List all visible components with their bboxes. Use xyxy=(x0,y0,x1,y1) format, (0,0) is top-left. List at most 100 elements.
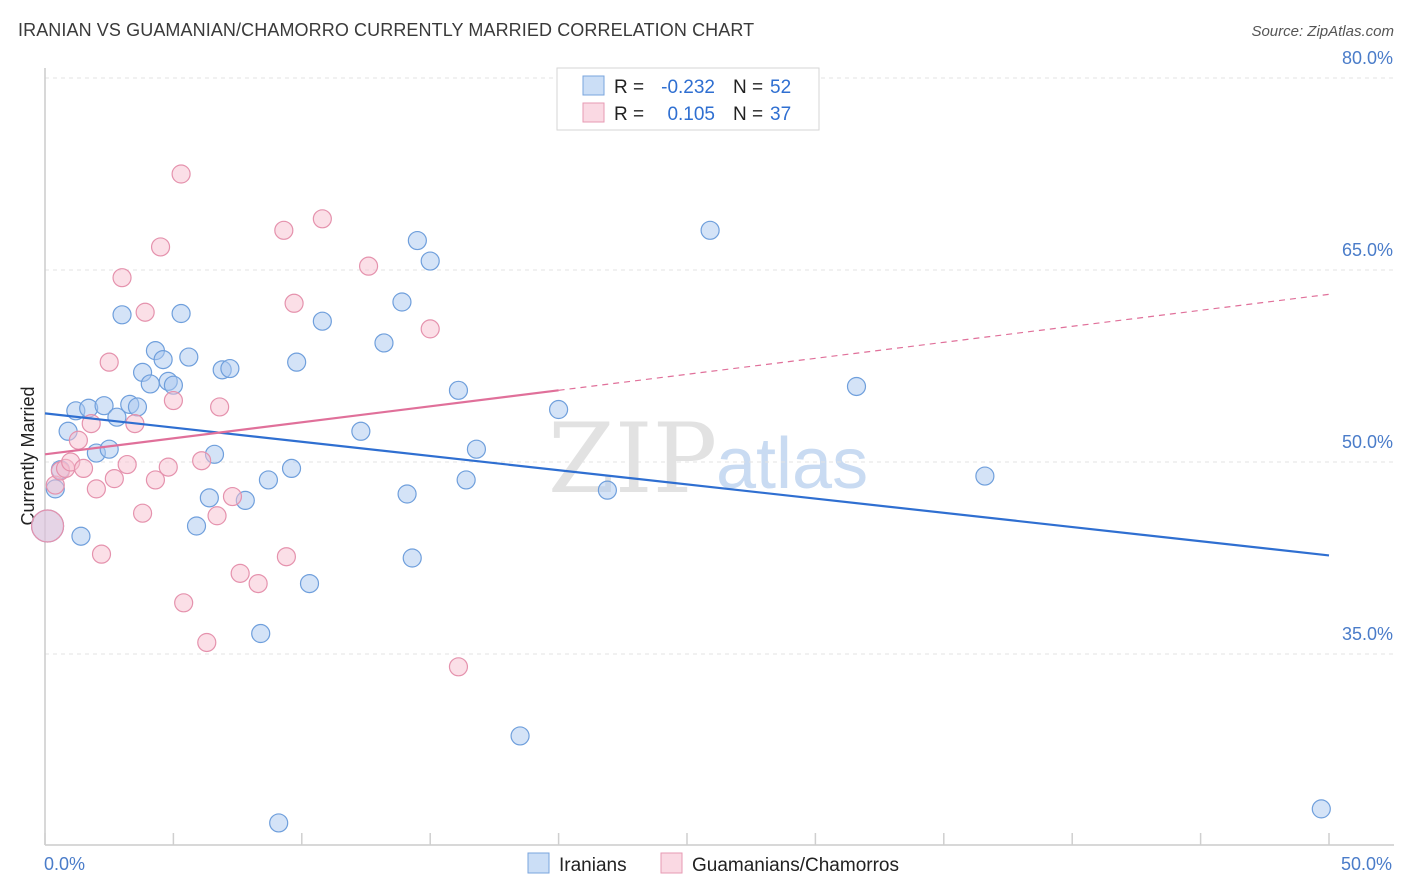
trend-line-guamanians xyxy=(44,389,559,456)
data-point xyxy=(975,466,995,486)
data-point xyxy=(186,516,207,536)
watermark-zip: ZIP xyxy=(548,403,717,515)
legend-n-label-2: N = xyxy=(733,104,763,125)
legend-bottom-label-iranians: Iranians xyxy=(559,855,627,876)
data-point xyxy=(248,573,268,594)
data-point xyxy=(846,376,867,397)
data-point xyxy=(597,480,617,500)
legend-bottom-swatch-pink xyxy=(660,852,683,874)
data-point xyxy=(99,352,119,372)
data-point xyxy=(112,305,132,325)
data-point xyxy=(158,457,178,477)
y-tick-label: 80.0% xyxy=(1342,48,1393,68)
x-tick-label-max: 50.0% xyxy=(1341,854,1392,874)
legend-n-value-2: 37 xyxy=(770,104,791,125)
data-point xyxy=(448,657,469,677)
data-point xyxy=(251,623,271,644)
data-point xyxy=(548,399,569,420)
legend-r-label-1: R = xyxy=(614,77,644,98)
trend-line-iranians xyxy=(44,412,1330,557)
data-point xyxy=(358,256,379,276)
data-point xyxy=(448,380,469,400)
data-point xyxy=(163,390,183,411)
series-guamanians xyxy=(30,164,469,677)
data-point xyxy=(210,397,230,417)
y-tick-labels: 35.0% 50.0% 65.0% 80.0% xyxy=(1342,48,1393,644)
legend-swatch-blue xyxy=(582,75,605,96)
data-point xyxy=(145,470,166,490)
data-point xyxy=(312,311,332,331)
data-point xyxy=(420,319,440,339)
data-point xyxy=(510,726,530,746)
data-point xyxy=(199,488,219,508)
data-point xyxy=(466,439,487,459)
data-point xyxy=(135,302,155,322)
data-point xyxy=(397,484,417,504)
watermark-atlas: atlas xyxy=(716,424,868,504)
data-point xyxy=(140,374,160,394)
data-point xyxy=(284,293,304,313)
legend-bottom: Iranians Guamanians/Chamorros xyxy=(527,852,899,876)
data-point xyxy=(276,547,296,567)
data-point xyxy=(222,486,243,507)
legend-bottom-swatch-blue xyxy=(527,852,550,874)
data-point xyxy=(312,209,332,229)
data-point xyxy=(351,421,371,441)
y-axis-label: Currently Married xyxy=(18,386,38,525)
data-point xyxy=(407,230,427,251)
data-point xyxy=(91,544,112,564)
legend-r-value-1: -0.232 xyxy=(661,77,715,98)
data-point xyxy=(374,333,394,353)
data-point xyxy=(220,358,240,379)
data-point xyxy=(207,506,227,526)
data-point xyxy=(30,509,65,543)
legend-bottom-label-guamanians: Guamanians/Chamorros xyxy=(692,855,899,876)
y-tick-label: 65.0% xyxy=(1342,240,1393,260)
legend-r-value-2: 0.105 xyxy=(667,104,715,125)
data-point xyxy=(230,563,250,583)
data-point xyxy=(179,347,199,367)
legend-n-value-1: 52 xyxy=(770,77,791,98)
chart-source: Source: ZipAtlas.com xyxy=(1251,23,1394,40)
axes xyxy=(44,68,1394,846)
data-point xyxy=(104,469,124,489)
data-point xyxy=(132,503,153,523)
data-point xyxy=(112,268,132,288)
data-point xyxy=(153,350,173,370)
trend-lines xyxy=(44,293,1330,557)
data-point xyxy=(71,526,91,546)
data-point xyxy=(171,164,191,184)
legend-n-label-1: N = xyxy=(733,77,763,98)
y-tick-label: 50.0% xyxy=(1342,432,1393,452)
data-point xyxy=(258,470,279,490)
data-point xyxy=(700,220,720,240)
data-point xyxy=(197,632,217,653)
data-point xyxy=(174,593,194,613)
legend-swatch-pink xyxy=(582,102,605,123)
data-point xyxy=(299,573,320,594)
data-point xyxy=(117,454,137,475)
data-point xyxy=(68,430,88,450)
data-point xyxy=(94,396,114,416)
data-point xyxy=(192,451,212,471)
data-point xyxy=(86,479,106,499)
data-point xyxy=(1311,799,1331,819)
data-point xyxy=(456,470,476,490)
legend-r-label-2: R = xyxy=(614,104,644,125)
data-point xyxy=(73,458,94,478)
legend-top: R = -0.232 N = 52 R = 0.105 N = 37 xyxy=(556,67,820,131)
x-tick-label-min: 0.0% xyxy=(44,854,85,874)
data-point xyxy=(281,458,302,478)
y-tick-label: 35.0% xyxy=(1342,624,1393,644)
data-point xyxy=(402,548,422,568)
data-point xyxy=(150,237,171,257)
series-iranians xyxy=(30,220,1331,833)
data-point xyxy=(274,220,294,240)
data-point xyxy=(99,439,119,459)
data-point xyxy=(392,292,412,312)
trend-line-guamanians-extension xyxy=(558,293,1330,391)
chart-title: IRANIAN VS GUAMANIAN/CHAMORRO CURRENTLY … xyxy=(18,20,755,40)
data-point xyxy=(287,352,307,372)
data-point xyxy=(127,397,148,417)
